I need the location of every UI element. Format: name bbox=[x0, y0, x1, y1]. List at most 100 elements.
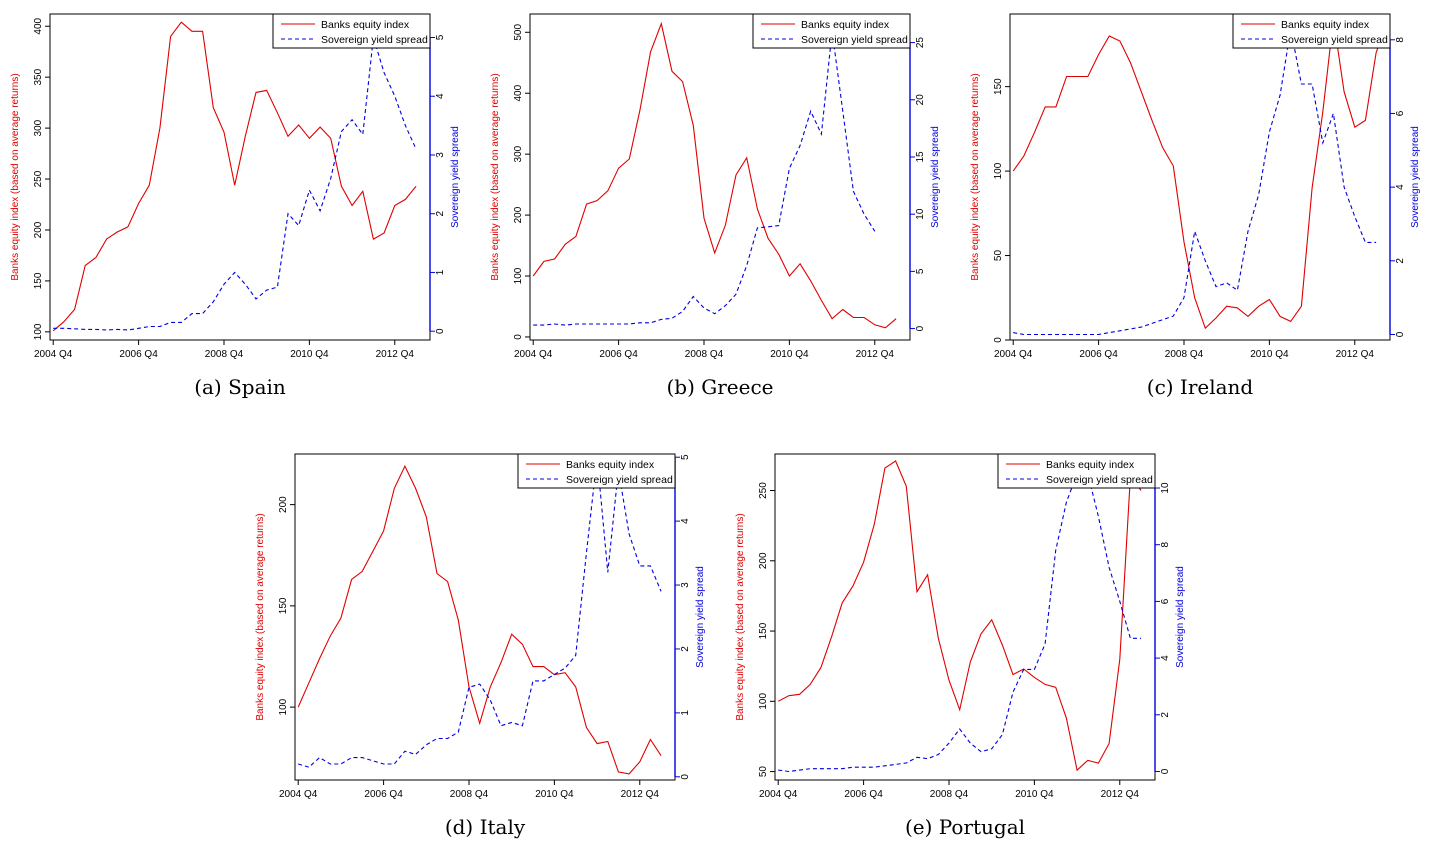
legend-label-banks: Banks equity index bbox=[1046, 459, 1135, 471]
x-tick-label: 2010 Q4 bbox=[535, 789, 574, 800]
left-y-tick-label: 0 bbox=[993, 337, 1004, 343]
left-y-tick-label: 50 bbox=[758, 766, 769, 778]
left-axis-title: Banks equity index (based on average ret… bbox=[970, 73, 981, 280]
right-axis-title: Sovereign yield spread bbox=[450, 126, 461, 228]
right-y-tick-label: 10 bbox=[915, 208, 926, 220]
chart-ireland: 2004 Q4 2006 Q4 2008 Q4 2010 Q4 2012 Q4 0 50 10… bbox=[970, 13, 1421, 399]
left-y-tick-label: 100 bbox=[758, 693, 769, 710]
legend-box bbox=[272, 13, 431, 49]
right-y-tick-label: 2 bbox=[1395, 258, 1406, 264]
right-y-tick-label: 1 bbox=[680, 710, 691, 716]
left-y-tick-label: 100 bbox=[513, 267, 524, 284]
legend-box bbox=[517, 453, 676, 489]
left-y-tick-label: 500 bbox=[513, 24, 524, 41]
right-y-tick-label: 25 bbox=[915, 37, 926, 49]
plot-frame bbox=[294, 453, 676, 781]
right-y-tick-label: 2 bbox=[1160, 712, 1171, 718]
x-tick-label: 2008 Q4 bbox=[1165, 349, 1204, 360]
x-tick-label: 2008 Q4 bbox=[450, 789, 489, 800]
x-tick-label: 2010 Q4 bbox=[1015, 789, 1054, 800]
right-y-tick-label: 0 bbox=[1395, 331, 1406, 337]
series-line-sovereign-spread bbox=[298, 457, 662, 768]
right-y-tick-label: 2 bbox=[435, 210, 446, 216]
plot-frame bbox=[49, 13, 431, 341]
right-y-tick-label: 4 bbox=[1160, 655, 1171, 661]
x-tick-label: 2004 Q4 bbox=[759, 789, 798, 800]
right-axis-title: Sovereign yield spread bbox=[1410, 126, 1421, 228]
left-y-tick-label: 250 bbox=[33, 170, 44, 187]
x-tick-label: 2010 Q4 bbox=[770, 349, 809, 360]
x-tick-label: 2012 Q4 bbox=[1336, 349, 1375, 360]
left-y-tick-label: 200 bbox=[33, 221, 44, 238]
x-tick-label: 2008 Q4 bbox=[685, 349, 724, 360]
right-y-tick-label: 5 bbox=[915, 268, 926, 274]
right-axis-title: Sovereign yield spread bbox=[930, 126, 941, 228]
right-y-tick-label: 2 bbox=[680, 646, 691, 652]
series-line-sovereign-spread bbox=[778, 473, 1142, 773]
chart-italy: 2004 Q4 2006 Q4 2008 Q4 2010 Q4 2012 Q410015… bbox=[255, 453, 706, 839]
x-tick-label: 2006 Q4 bbox=[119, 349, 158, 360]
left-y-tick-label: 200 bbox=[513, 206, 524, 223]
x-tick-label: 2006 Q4 bbox=[599, 349, 638, 360]
x-tick-label: 2008 Q4 bbox=[930, 789, 969, 800]
right-axis-title: Sovereign yield spread bbox=[695, 566, 706, 668]
panel-caption: (d) Italy bbox=[445, 815, 526, 839]
x-tick-label: 2004 Q4 bbox=[514, 349, 553, 360]
right-y-tick-label: 4 bbox=[680, 518, 691, 524]
right-y-tick-label: 3 bbox=[435, 152, 446, 158]
left-y-tick-label: 200 bbox=[278, 496, 289, 513]
right-y-tick-label: 4 bbox=[435, 93, 446, 99]
x-tick-label: 2006 Q4 bbox=[364, 789, 403, 800]
panel-caption: (b) Greece bbox=[666, 375, 773, 399]
right-y-tick-label: 8 bbox=[1160, 541, 1171, 547]
left-y-tick-label: 100 bbox=[993, 162, 1004, 179]
legend-label-spread: Sovereign yield spread bbox=[801, 34, 908, 46]
left-y-tick-label: 250 bbox=[758, 482, 769, 499]
x-tick-label: 2012 Q4 bbox=[1101, 789, 1140, 800]
legend-label-spread: Sovereign yield spread bbox=[1046, 474, 1153, 486]
right-y-tick-label: 15 bbox=[915, 151, 926, 163]
chart-portugal: 2004 Q4 2006 Q4 2008 Q4 2010 Q4 2012 Q450100… bbox=[735, 453, 1186, 839]
left-y-tick-label: 100 bbox=[33, 323, 44, 340]
right-y-tick-label: 1 bbox=[435, 269, 446, 275]
x-tick-label: 2012 Q4 bbox=[856, 349, 895, 360]
right-y-tick-label: 0 bbox=[915, 325, 926, 331]
panel-caption: (e) Portugal bbox=[905, 815, 1025, 839]
right-y-tick-label: 4 bbox=[1395, 184, 1406, 190]
right-y-tick-label: 5 bbox=[680, 454, 691, 460]
left-y-tick-label: 0 bbox=[513, 334, 524, 340]
right-axis-title: Sovereign yield spread bbox=[1175, 566, 1186, 668]
legend-label-banks: Banks equity index bbox=[801, 19, 890, 31]
left-y-tick-label: 400 bbox=[513, 84, 524, 101]
left-y-tick-label: 300 bbox=[33, 119, 44, 136]
chart-spain: 2004 Q4 2006 Q4 2008 Q4 2010 Q4 2012 Q410015… bbox=[10, 13, 461, 399]
legend-label-spread: Sovereign yield spread bbox=[321, 34, 428, 46]
left-y-tick-label: 100 bbox=[278, 698, 289, 715]
series-line-sovereign-spread bbox=[53, 37, 417, 331]
right-y-tick-label: 3 bbox=[680, 582, 691, 588]
left-axis-title: Banks equity index (based on average ret… bbox=[735, 513, 746, 720]
plot-frame bbox=[774, 453, 1156, 781]
legend-label-banks: Banks equity index bbox=[566, 459, 655, 471]
left-y-tick-label: 400 bbox=[33, 17, 44, 34]
x-tick-label: 2010 Q4 bbox=[290, 349, 329, 360]
right-y-tick-label: 6 bbox=[1395, 110, 1406, 116]
panel-caption: (a) Spain bbox=[194, 375, 286, 399]
chart-greece: 2004 Q4 2006 Q4 2008 Q4 2010 Q4 2012 Q401002… bbox=[490, 13, 941, 399]
x-tick-label: 2004 Q4 bbox=[994, 349, 1033, 360]
right-y-tick-label: 0 bbox=[435, 328, 446, 334]
series-line-banks-equity bbox=[1012, 19, 1388, 330]
left-y-tick-label: 150 bbox=[993, 78, 1004, 95]
left-y-tick-label: 350 bbox=[33, 68, 44, 85]
right-y-tick-label: 0 bbox=[1160, 768, 1171, 774]
x-tick-label: 2010 Q4 bbox=[1250, 349, 1289, 360]
series-line-banks-equity bbox=[297, 464, 662, 775]
legend-box bbox=[997, 453, 1156, 489]
right-y-tick-label: 10 bbox=[1160, 482, 1171, 494]
plot-frame bbox=[529, 13, 911, 341]
x-tick-label: 2006 Q4 bbox=[1079, 349, 1118, 360]
legend-label-banks: Banks equity index bbox=[1281, 19, 1370, 31]
series-line-banks-equity bbox=[532, 21, 897, 329]
panel-caption: (c) Ireland bbox=[1147, 375, 1254, 399]
x-tick-label: 2006 Q4 bbox=[844, 789, 883, 800]
